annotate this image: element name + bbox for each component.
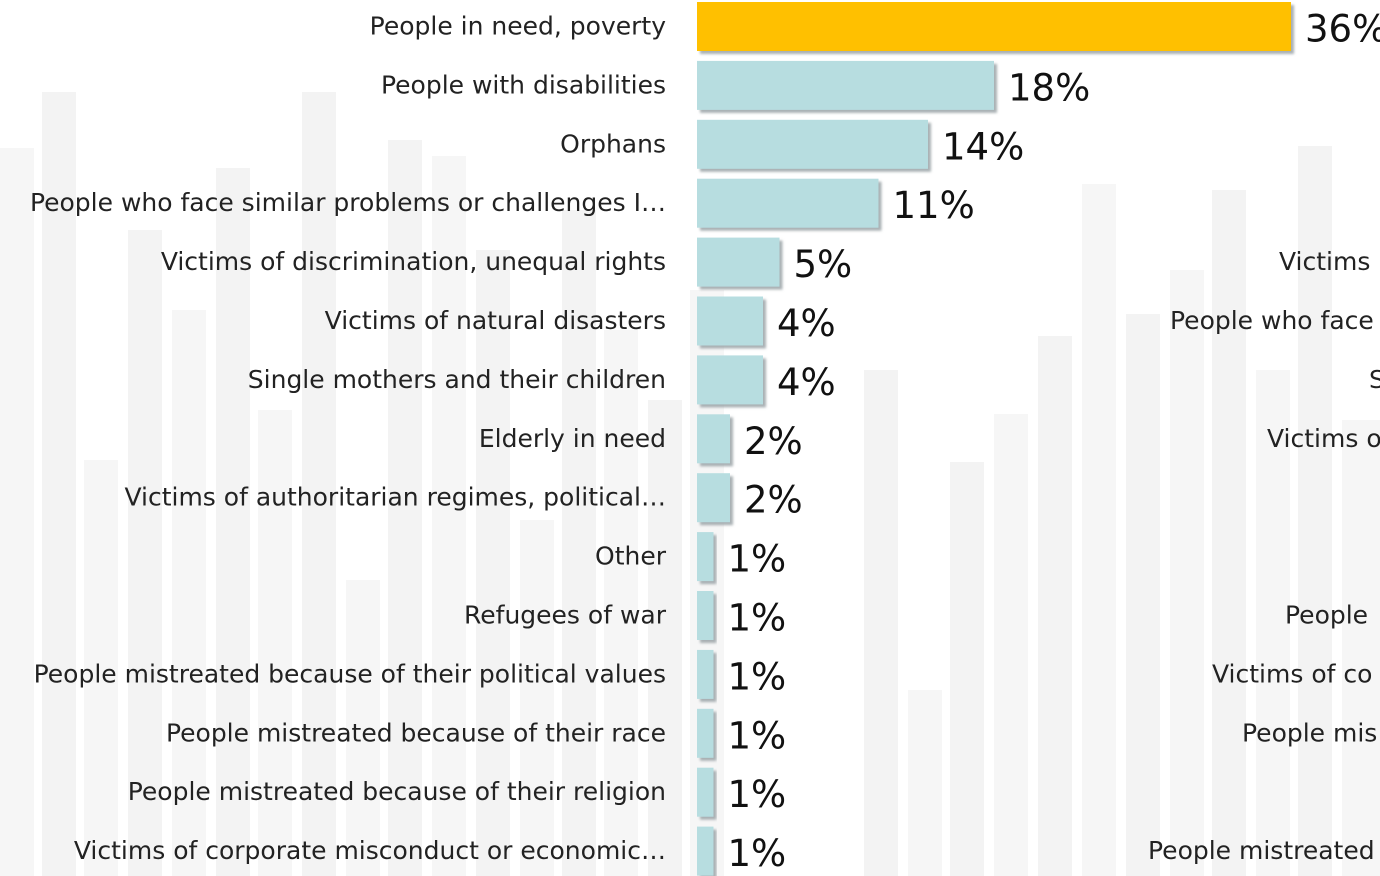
value-label: 1% [728, 538, 787, 581]
value-label: 11% [893, 184, 975, 227]
background-column [950, 462, 984, 876]
background-column [42, 92, 76, 876]
category-label: Victims of co [1212, 659, 1372, 688]
category-label: Orphans [560, 129, 666, 158]
bar [697, 767, 714, 817]
background-column [1038, 336, 1072, 876]
bar [697, 649, 714, 699]
bar [697, 532, 714, 582]
category-label: People who face [1170, 306, 1374, 335]
bar [697, 591, 714, 640]
value-label: 2% [744, 420, 803, 463]
category-label: People mistreated because of their polit… [34, 659, 666, 688]
bar [697, 296, 763, 346]
background-column [994, 414, 1028, 876]
background-column [432, 156, 466, 876]
background-column [216, 168, 250, 876]
background-column [648, 400, 682, 876]
category-label: People mistreated because of their relig… [128, 777, 666, 806]
background-column [520, 520, 554, 876]
category-label: Victims [1279, 247, 1370, 276]
category-label: Single mothers and their children [248, 365, 666, 394]
bar [697, 119, 928, 169]
background-column [1170, 270, 1204, 876]
category-label: S [1369, 365, 1380, 394]
background-column [864, 370, 898, 876]
category-label: Victims of corporate misconduct or econo… [74, 836, 666, 865]
background-column [172, 310, 206, 876]
background-column [302, 92, 336, 876]
category-label: People mistreated [1148, 836, 1375, 865]
background-column [562, 210, 596, 876]
category-label: People in need, poverty [370, 12, 667, 41]
category-label: People mistreated because of their race [166, 718, 666, 747]
background-column [604, 330, 638, 876]
category-label: Victims of authoritarian regimes, politi… [124, 483, 666, 512]
background-column [1126, 314, 1160, 876]
background-column [84, 460, 118, 876]
value-label: 1% [728, 655, 787, 698]
background-column [0, 148, 34, 876]
background-column [1256, 370, 1290, 876]
bar [697, 826, 714, 876]
value-label: 14% [942, 125, 1024, 168]
bar [697, 178, 879, 228]
category-label: People mis [1242, 718, 1377, 747]
bar [697, 473, 730, 523]
background-column [258, 410, 292, 876]
value-label: 2% [744, 479, 803, 522]
value-label: 1% [728, 597, 787, 640]
value-label: 5% [794, 243, 853, 286]
value-label: 1% [728, 832, 787, 875]
bar [697, 60, 994, 110]
background-column [908, 690, 942, 876]
background-column [1212, 190, 1246, 876]
category-label: Elderly in need [479, 424, 666, 453]
bar [697, 2, 1291, 51]
category-label: Victims o [1267, 424, 1380, 453]
background-column [388, 140, 422, 876]
bar [697, 237, 780, 287]
background-column [346, 580, 380, 876]
category-label: Victims of discrimination, unequal right… [161, 247, 666, 276]
category-label: Victims of natural disasters [325, 306, 666, 335]
category-label: Refugees of war [464, 601, 667, 630]
background-column [1082, 184, 1116, 876]
value-label: 36% [1305, 8, 1380, 51]
background-column [476, 250, 510, 876]
value-label: 4% [777, 302, 836, 345]
category-label: People with disabilities [381, 70, 666, 99]
category-label: People [1285, 601, 1368, 630]
category-label: Other [595, 542, 667, 571]
bar [697, 355, 763, 405]
background-column [1342, 420, 1380, 876]
background-column [1298, 146, 1332, 876]
value-label: 1% [728, 773, 787, 816]
background-column [128, 230, 162, 876]
bar [697, 414, 730, 464]
bar [697, 708, 714, 758]
value-label: 4% [777, 361, 836, 404]
value-label: 18% [1008, 66, 1090, 109]
category-label: People who face similar problems or chal… [30, 188, 666, 217]
value-label: 1% [728, 714, 787, 757]
